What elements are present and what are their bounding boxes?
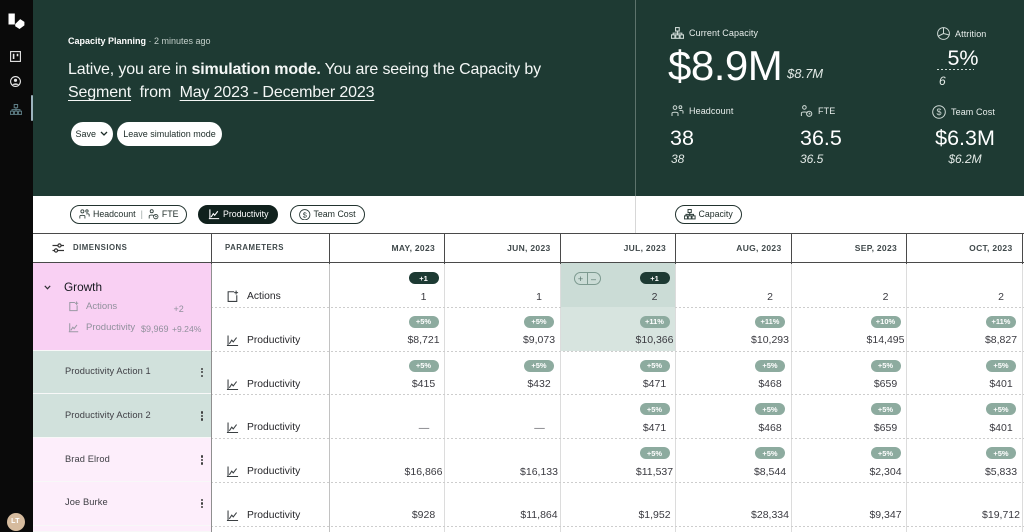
svg-text:$: $ [936, 107, 941, 117]
svg-text:$: $ [303, 210, 307, 219]
